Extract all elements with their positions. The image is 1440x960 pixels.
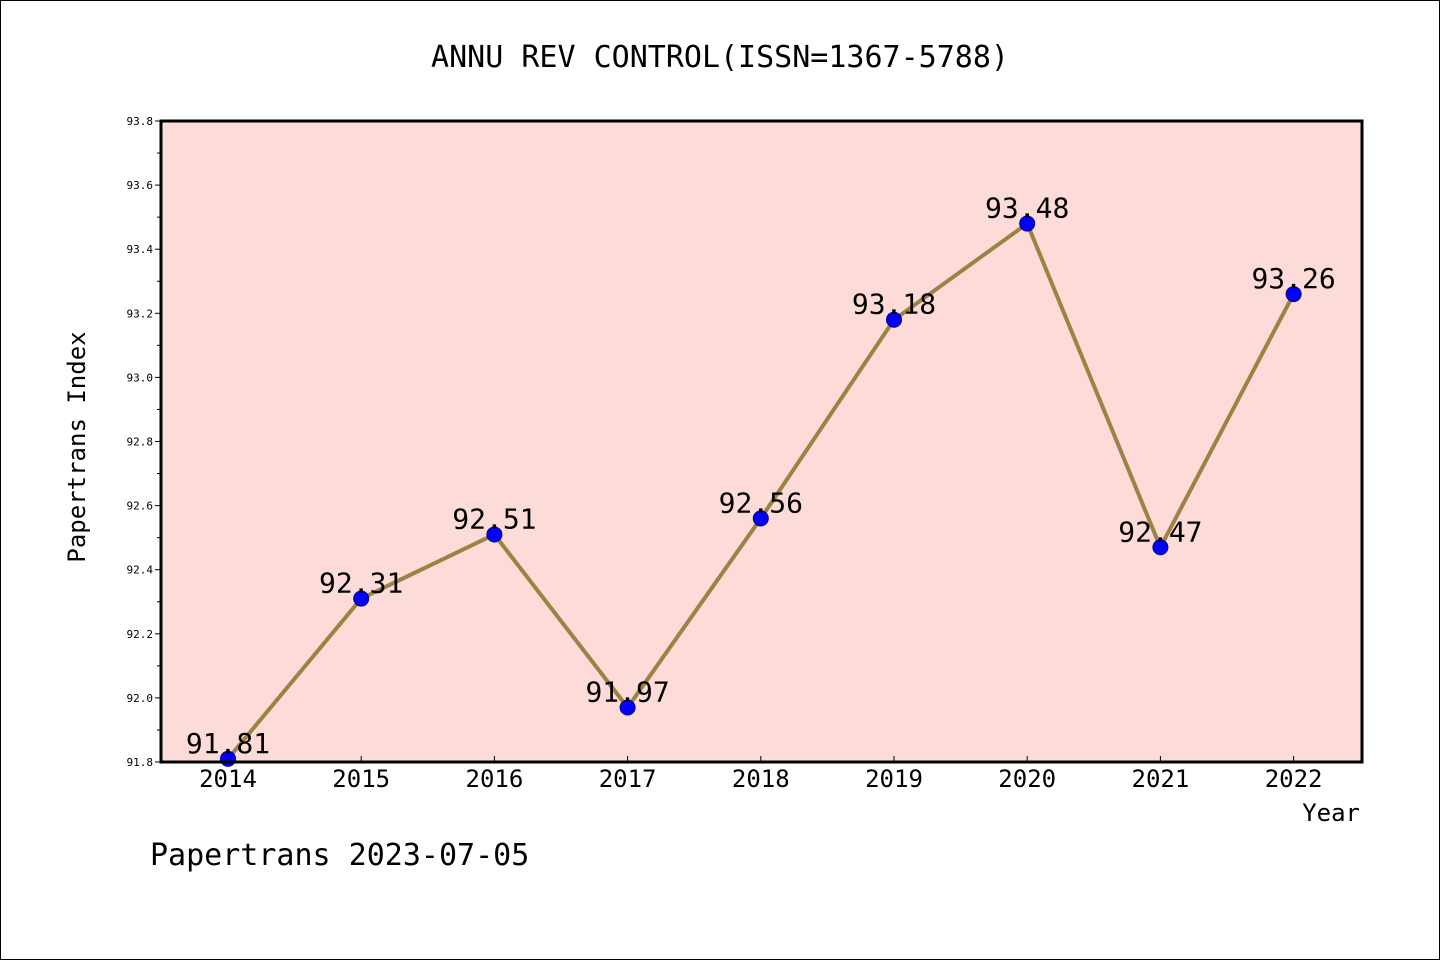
y-tick-label: 92.8 [127, 436, 154, 449]
x-tick-label: 2015 [332, 765, 390, 793]
data-point [619, 699, 636, 716]
data-label: 93.26 [1251, 262, 1335, 295]
y-tick-label: 93.8 [127, 115, 154, 128]
y-tick-label: 93.2 [127, 307, 154, 320]
x-tick-label: 2020 [998, 765, 1056, 793]
data-markers [220, 215, 1302, 767]
y-axis: 91.8 92.0 92.2 92.4 92.6 92.8 93.0 93.2 93.4 93.6… [127, 115, 161, 769]
plot-border [159, 119, 1364, 764]
x-axis-label: Year [1302, 799, 1360, 827]
data-label: 92.31 [319, 567, 403, 600]
footer-date: Papertrans 2023-07-05 [150, 838, 529, 873]
y-tick-label: 93.6 [127, 179, 154, 192]
data-label: 93.18 [852, 288, 936, 321]
data-label: 91.81 [186, 727, 270, 760]
x-tick-label: 2022 [1265, 765, 1323, 793]
data-labels: 91.81 92.31 92.51 91.97 92.56 93.18 93.48 92.47… [186, 192, 1336, 760]
data-point [1019, 215, 1036, 232]
y-axis-label: Papertrans Index [63, 331, 91, 562]
data-point [752, 510, 769, 527]
x-tick-label: 2017 [599, 765, 657, 793]
y-tick-label: 91.8 [127, 756, 154, 769]
data-label: 92.56 [719, 486, 803, 519]
y-tick-label: 92.6 [127, 500, 154, 513]
x-tick-label: 2014 [199, 765, 257, 793]
data-point [886, 311, 902, 328]
y-tick-label: 92.4 [127, 564, 154, 577]
plot-area [161, 121, 1362, 762]
y-tick-label: 93.4 [127, 243, 154, 256]
data-label: 92.51 [452, 502, 536, 535]
y-tick-label: 92.0 [127, 692, 154, 705]
x-tick-label: 2021 [1132, 765, 1190, 793]
data-label: 93.48 [985, 192, 1069, 225]
y-tick-label: 93.0 [127, 371, 154, 384]
x-tick-label: 2019 [865, 765, 923, 793]
data-point [1285, 286, 1302, 303]
data-point [1152, 539, 1169, 556]
y-tick-label: 92.2 [127, 628, 154, 641]
data-point [353, 590, 370, 607]
data-point [486, 526, 503, 543]
data-label: 91.97 [585, 676, 669, 709]
data-label: 92.47 [1118, 515, 1202, 548]
chart-title: ANNU REV CONTROL(ISSN=1367-5788) [431, 40, 1009, 75]
x-tick-label: 2018 [732, 765, 790, 793]
x-tick-label: 2016 [466, 765, 524, 793]
x-axis: 2014 2015 2016 2017 2018 2019 2020 2021 2022 [199, 756, 1322, 793]
